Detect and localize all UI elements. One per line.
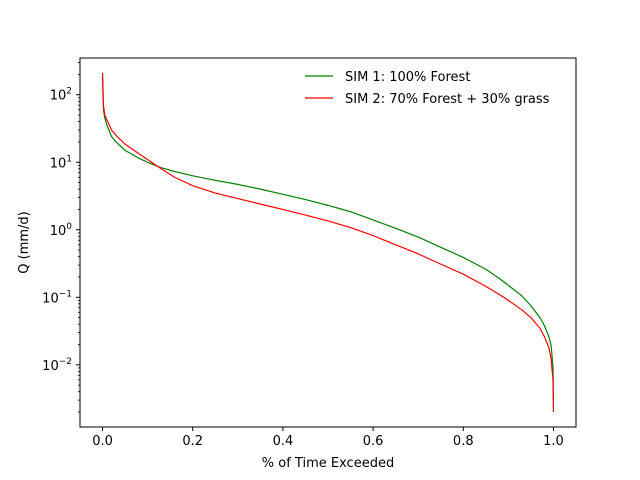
y-tick-label: 10−2 [42,357,72,374]
y-tick-label: 102 [50,87,72,104]
y-axis-label: Q (mm/d) [17,211,32,273]
x-tick-label: 0.8 [453,434,474,449]
plot-lines [101,72,555,413]
x-tick-label: 0.4 [273,434,294,449]
plot-frame [79,57,577,428]
legend-label-2: SIM 2: 70% Forest + 30% grass [345,92,550,107]
y-tick-label: 10−1 [42,289,72,306]
y-axis: 10−2 10−1 100 101 102 [42,62,80,413]
x-tick-label: 0.6 [363,434,384,449]
series-line-1 [101,77,555,401]
x-tick-label: 0.2 [182,434,203,449]
x-tick-label: 1.0 [543,434,564,449]
x-axis: 0.0 0.2 0.4 0.6 0.8 1.0 [92,427,564,449]
series-line-2 [101,72,555,413]
legend-label-1: SIM 1: 100% Forest [345,70,470,85]
x-axis-label: % of Time Exceeded [262,456,394,471]
legend: SIM 1: 100% Forest SIM 2: 70% Forest + 30… [305,70,550,107]
y-tick-label: 101 [50,154,72,171]
x-tick-label: 0.0 [92,434,113,449]
y-tick-label: 100 [50,222,73,239]
